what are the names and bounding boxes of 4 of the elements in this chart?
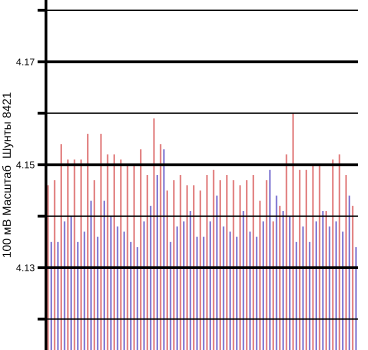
y-tick-label: 4.17: [16, 58, 34, 66]
y-axis-title: 100 мВ Масштаб Шунты 8421: [2, 92, 14, 258]
y-tick-label: 4.15: [16, 162, 34, 168]
y-tick-label: 4.13: [16, 264, 34, 272]
